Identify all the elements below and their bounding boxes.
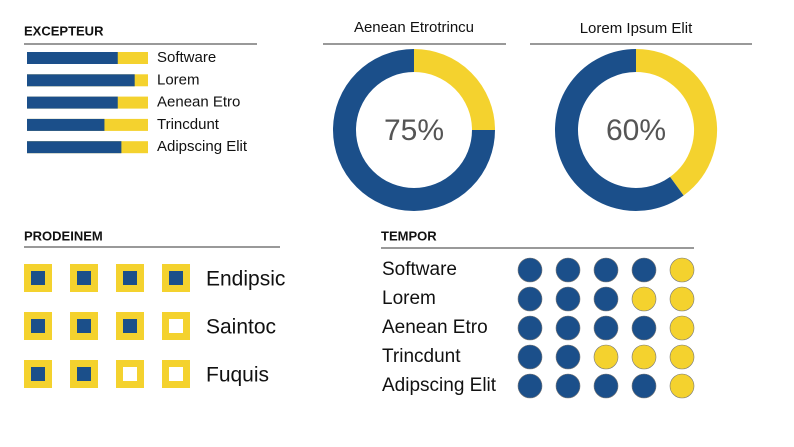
dot-filled — [555, 257, 581, 283]
dot-filled — [593, 257, 619, 283]
donut-value: 75% — [384, 114, 444, 147]
bar — [27, 141, 122, 154]
dot-filled — [631, 315, 657, 341]
dot-empty — [669, 373, 695, 399]
dot-empty — [631, 344, 657, 370]
section-title: PRODEINEM — [24, 228, 103, 243]
icon-empty — [123, 367, 137, 381]
icon-label: Fuquis — [206, 364, 269, 387]
bar-label: Aenean Etro — [157, 94, 240, 111]
dot-empty — [593, 344, 619, 370]
dot-filled — [517, 286, 543, 312]
section-title: TEMPOR — [381, 228, 437, 243]
dot-label: Trincdunt — [382, 346, 461, 367]
donut-arc — [555, 49, 684, 211]
donut-remainder — [635, 49, 717, 196]
icon-filled — [31, 319, 45, 333]
dot-filled — [593, 286, 619, 312]
icon-label: Endipsic — [206, 268, 285, 291]
dot-label: Lorem — [382, 288, 436, 309]
dot-filled — [631, 257, 657, 283]
bar — [27, 96, 118, 109]
donut-remainder — [413, 49, 495, 131]
dot-filled — [517, 315, 543, 341]
icon-filled — [123, 271, 137, 285]
icon-filled — [31, 271, 45, 285]
donut-title: Lorem Ipsum Elit — [580, 20, 693, 37]
donut-arc — [333, 49, 495, 211]
bar-label: Adipscing Elit — [157, 138, 248, 155]
icon-filled — [77, 271, 91, 285]
dot-filled — [593, 315, 619, 341]
bar-label: Lorem — [157, 71, 200, 88]
dot-label: Adipscing Elit — [382, 375, 497, 396]
icon-empty — [169, 367, 183, 381]
dot-filled — [631, 373, 657, 399]
dot-filled — [517, 344, 543, 370]
bar — [27, 74, 135, 87]
dot-label: Software — [382, 259, 457, 280]
section-title: EXCEPTEUR — [24, 23, 104, 38]
dot-empty — [669, 344, 695, 370]
dot-empty — [669, 286, 695, 312]
dot-filled — [555, 344, 581, 370]
donut-title: Aenean Etrotrincu — [354, 19, 474, 36]
dot-empty — [669, 315, 695, 341]
icon-empty — [169, 319, 183, 333]
icon-filled — [31, 367, 45, 381]
dot-empty — [669, 257, 695, 283]
bar — [27, 52, 118, 64]
dot-filled — [517, 373, 543, 399]
icon-filled — [77, 319, 91, 333]
dot-filled — [555, 286, 581, 312]
icon-label: Saintoc — [206, 316, 276, 339]
bar-label: Software — [157, 49, 216, 66]
donut-value: 60% — [606, 114, 666, 147]
dot-filled — [555, 373, 581, 399]
dot-label: Aenean Etro — [382, 317, 488, 338]
dot-empty — [631, 286, 657, 312]
bar-label: Trincdunt — [157, 116, 220, 133]
bar — [27, 118, 105, 131]
dot-filled — [517, 257, 543, 283]
dot-filled — [593, 373, 619, 399]
icon-filled — [169, 271, 183, 285]
icon-filled — [123, 319, 137, 333]
icon-filled — [77, 367, 91, 381]
dot-filled — [555, 315, 581, 341]
